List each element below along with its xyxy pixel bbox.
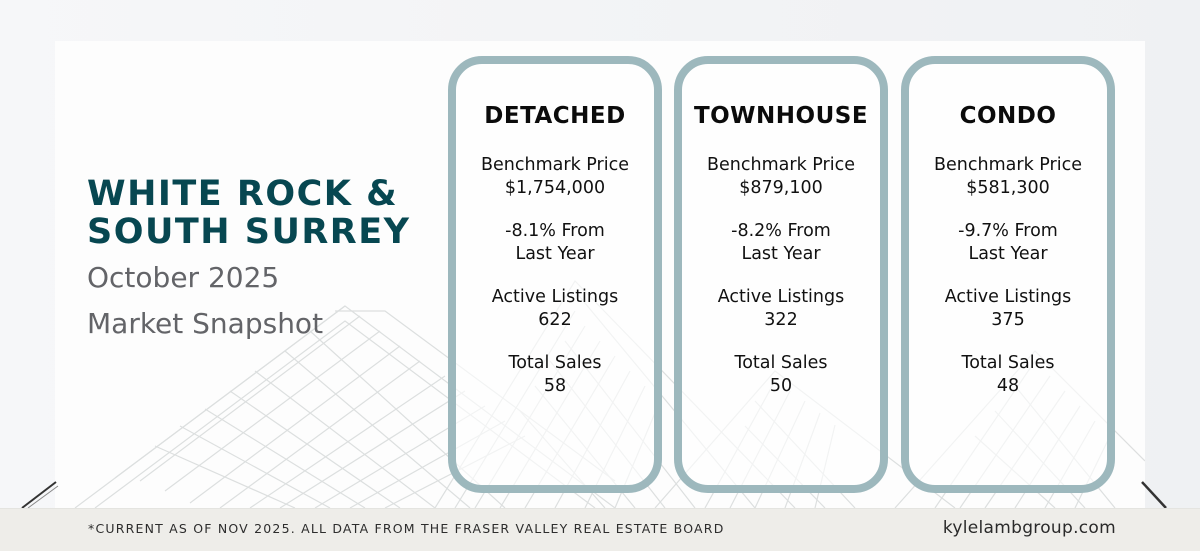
website-link[interactable]: kylelambgroup.com: [942, 518, 1116, 538]
footer-bar: *CURRENT AS OF NOV 2025. ALL DATA FROM T…: [0, 508, 1200, 551]
active-listings: Active Listings 322: [682, 286, 880, 332]
card-condo: CONDO Benchmark Price $581,300 -9.7% Fro…: [901, 56, 1115, 493]
headline-line-1: WHITE ROCK &: [87, 174, 399, 214]
total-sales: Total Sales 50: [682, 352, 880, 398]
change-value: -9.7% From: [958, 221, 1058, 241]
subtitle: October 2025 Market Snapshot: [87, 255, 411, 347]
benchmark-price: Benchmark Price $581,300: [909, 154, 1107, 200]
change-value: -8.2% From: [731, 221, 831, 241]
building-edge-left: [21, 481, 59, 509]
sales-label: Total Sales: [508, 353, 602, 373]
change-label: Last Year: [741, 244, 821, 264]
yoy-change: -8.1% From Last Year: [456, 220, 654, 266]
benchmark-price: Benchmark Price $1,754,000: [456, 154, 654, 200]
active-listings: Active Listings 622: [456, 286, 654, 332]
subtitle-label: Market Snapshot: [87, 307, 324, 340]
benchmark-price: Benchmark Price $879,100: [682, 154, 880, 200]
subtitle-date: October 2025: [87, 261, 280, 294]
benchmark-label: Benchmark Price: [707, 155, 855, 175]
sales-value: 58: [543, 376, 567, 396]
listings-label: Active Listings: [944, 287, 1072, 307]
yoy-change: -9.7% From Last Year: [909, 220, 1107, 266]
card-title: CONDO: [959, 103, 1057, 129]
sales-value: 50: [769, 376, 793, 396]
snapshot-panel: WHITE ROCK & SOUTH SURREY October 2025 M…: [55, 41, 1145, 508]
change-label: Last Year: [968, 244, 1048, 264]
total-sales: Total Sales 58: [456, 352, 654, 398]
sales-label: Total Sales: [734, 353, 828, 373]
benchmark-value: $1,754,000: [504, 178, 606, 198]
sales-value: 48: [996, 376, 1020, 396]
headline-line-2: SOUTH SURREY: [87, 212, 411, 252]
listings-value: 322: [764, 310, 798, 330]
listings-value: 375: [991, 310, 1025, 330]
data-source-note: *CURRENT AS OF NOV 2025. ALL DATA FROM T…: [88, 521, 725, 536]
building-edge-right: [1141, 481, 1167, 509]
benchmark-label: Benchmark Price: [481, 155, 629, 175]
total-sales: Total Sales 48: [909, 352, 1107, 398]
yoy-change: -8.2% From Last Year: [682, 220, 880, 266]
card-townhouse: TOWNHOUSE Benchmark Price $879,100 -8.2%…: [674, 56, 888, 493]
active-listings: Active Listings 375: [909, 286, 1107, 332]
sales-label: Total Sales: [961, 353, 1055, 373]
card-title: DETACHED: [484, 103, 626, 129]
listings-label: Active Listings: [717, 287, 845, 307]
benchmark-value: $879,100: [739, 178, 823, 198]
listings-value: 622: [538, 310, 572, 330]
listings-label: Active Listings: [491, 287, 619, 307]
title-block: WHITE ROCK & SOUTH SURREY October 2025 M…: [87, 175, 411, 347]
card-title: TOWNHOUSE: [693, 103, 869, 129]
benchmark-label: Benchmark Price: [934, 155, 1082, 175]
change-label: Last Year: [515, 244, 595, 264]
benchmark-value: $581,300: [966, 178, 1050, 198]
change-value: -8.1% From: [505, 221, 605, 241]
headline: WHITE ROCK & SOUTH SURREY: [87, 175, 411, 251]
card-detached: DETACHED Benchmark Price $1,754,000 -8.1…: [448, 56, 662, 493]
